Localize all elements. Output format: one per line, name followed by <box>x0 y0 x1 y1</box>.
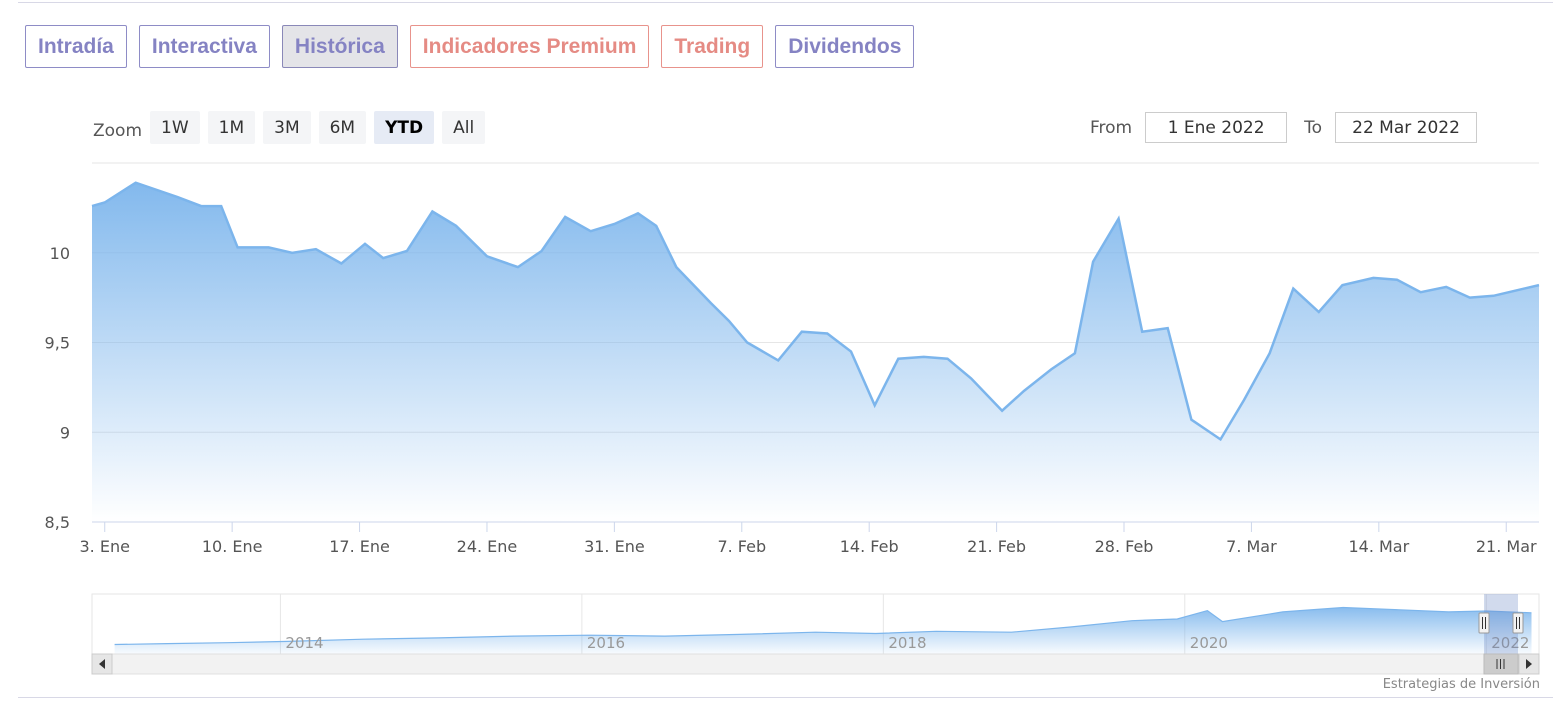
tab-indicadores-premium[interactable]: Indicadores Premium <box>409 25 650 68</box>
navigator-selection[interactable] <box>1484 594 1518 654</box>
navigator-label: 2018 <box>888 634 926 652</box>
arrow-left-icon <box>99 659 105 669</box>
arrow-right-icon <box>1526 659 1532 669</box>
price-area <box>92 182 1539 522</box>
zoom-label: Zoom <box>93 120 143 141</box>
x-tick-label: 31. Ene <box>584 537 645 556</box>
zoom-1m-button[interactable]: 1M <box>207 111 256 144</box>
navigator-right-handle[interactable] <box>1512 612 1524 634</box>
y-tick-label: 9 <box>60 423 70 442</box>
x-axis: 3. Ene 10. Ene 17. Ene 24. Ene 31. Ene 7. Feb… <box>80 521 1539 556</box>
x-tick-label: 10. Ene <box>202 537 263 556</box>
chart-tabs: Intradía Interactiva Histórica Indicador… <box>25 25 915 68</box>
x-tick-label: 14. Mar <box>1348 537 1409 556</box>
to-date-input[interactable]: 22 Mar 2022 <box>1335 112 1478 143</box>
navigator-left-handle[interactable] <box>1478 612 1490 634</box>
from-date-input[interactable]: 1 Ene 2022 <box>1145 112 1288 143</box>
scrollbar-track[interactable] <box>91 653 1540 675</box>
x-tick-label: 7. Feb <box>717 537 766 556</box>
price-line <box>91 181 1540 442</box>
x-tick-label: 17. Ene <box>329 537 390 556</box>
tab-dividendos[interactable]: Dividendos <box>775 25 915 68</box>
date-range: From 1 Ene 2022 To 22 Mar 2022 <box>1090 112 1478 143</box>
tab-trading[interactable]: Trading <box>661 25 764 68</box>
tab-intradia[interactable]: Intradía <box>25 25 127 68</box>
y-tick-label: 9,5 <box>45 334 70 353</box>
navigator-label: 2016 <box>587 634 625 652</box>
to-label: To <box>1304 117 1323 138</box>
tab-interactiva[interactable]: Interactiva <box>138 25 270 68</box>
from-label: From <box>1090 117 1133 138</box>
scrollbar[interactable] <box>91 653 1540 675</box>
x-tick-label: 21. Mar <box>1476 537 1537 556</box>
navigator-line <box>114 606 1532 646</box>
y-axis-labels: 8,5 9 9,5 10 <box>45 244 70 532</box>
x-tick-label: 7. Mar <box>1226 537 1277 556</box>
zoom-1w-button[interactable]: 1W <box>150 111 200 144</box>
x-tick-label: 28. Feb <box>1095 537 1154 556</box>
credits-text: Estrategias de Inversión <box>1382 677 1540 692</box>
navigator-label: 2020 <box>1190 634 1228 652</box>
navigator-label: 2014 <box>285 634 323 652</box>
top-border <box>18 2 1553 3</box>
x-tick-label: 24. Ene <box>457 537 518 556</box>
zoom-all-button[interactable]: All <box>442 111 486 144</box>
navigator-label: 2022 <box>1491 634 1529 652</box>
x-tick-label: 3. Ene <box>80 537 130 556</box>
navigator-labels: 2014 2016 2018 2020 2022 <box>285 634 1529 652</box>
y-tick-label: 8,5 <box>45 513 70 532</box>
x-tick-label: 14. Feb <box>840 537 899 556</box>
bottom-border <box>18 697 1553 698</box>
zoom-3m-button[interactable]: 3M <box>263 111 311 144</box>
tab-historica[interactable]: Histórica <box>281 25 398 68</box>
zoom-6m-button[interactable]: 6M <box>318 111 367 144</box>
x-tick-label: 21. Feb <box>967 537 1026 556</box>
navigator[interactable]: 2014 2016 2018 2020 2022 <box>91 593 1540 655</box>
zoom-ytd-button[interactable]: YTD <box>374 111 435 144</box>
zoom-selector: Zoom 1W 1M 3M 6M YTD All <box>93 111 493 144</box>
y-tick-label: 10 <box>50 244 70 263</box>
